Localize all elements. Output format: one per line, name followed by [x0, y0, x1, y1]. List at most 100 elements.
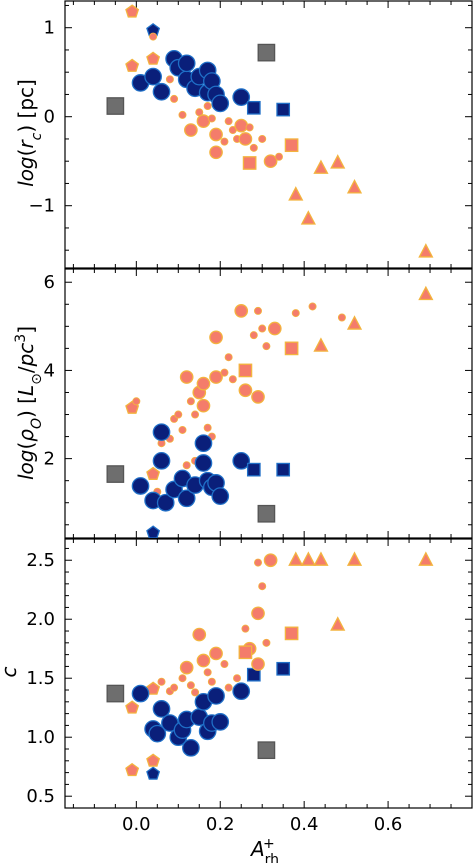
data-point-circle: [220, 660, 229, 669]
data-point-pentagon: [125, 4, 140, 18]
data-point-triangle: [313, 551, 329, 566]
data-point-circle: [258, 582, 267, 591]
data-point-circle: [194, 434, 213, 453]
panel-core-radius: −1 0 1: [28, 0, 473, 269]
data-point-circle: [191, 410, 200, 419]
data-point-circle: [291, 309, 300, 318]
data-point-circle: [194, 454, 213, 472]
data-point-pentagon: [146, 525, 161, 538]
data-point-triangle: [418, 285, 434, 301]
plot-frame: [64, 0, 473, 269]
data-point-square: [242, 156, 257, 170]
y-tick-label: 1.0: [26, 727, 55, 748]
data-point-circle: [209, 370, 223, 384]
y-tick-label: 2: [44, 449, 55, 470]
data-point-circle: [220, 137, 229, 146]
y-tick-label: 1: [44, 18, 55, 39]
data-point-circle: [207, 114, 216, 123]
data-point-pentagon: [146, 766, 161, 780]
data-point-circle: [262, 638, 271, 647]
plot-frame: [64, 268, 473, 539]
x-tick-label: 0.4: [290, 814, 319, 835]
x-axis-label: Arh+: [249, 836, 279, 863]
y-axis-label-concentration: c: [0, 667, 21, 678]
data-point-circle: [220, 368, 229, 377]
data-point-square: [238, 645, 253, 660]
data-point-square: [246, 462, 261, 477]
data-point-circle: [184, 123, 198, 137]
data-point-triangle: [313, 159, 329, 174]
x-tick-label: 0.0: [122, 814, 151, 835]
data-point-circle: [308, 302, 317, 311]
data-point-circle: [224, 353, 233, 362]
data-point-circle: [209, 127, 223, 142]
data-point-triangle: [418, 243, 434, 258]
data-point-square: [238, 363, 253, 378]
data-point-circle: [152, 82, 171, 101]
data-point-pentagon: [146, 466, 161, 480]
y-axis-label-core-radius: log(rc) [pc]: [14, 79, 45, 187]
data-point-circle: [196, 398, 211, 413]
data-point-circle: [149, 32, 158, 41]
data-point-circle: [144, 67, 162, 86]
data-point-circle: [224, 683, 233, 692]
data-point-triangle: [346, 179, 363, 194]
data-point-square: [276, 462, 291, 477]
data-point-circle: [211, 94, 230, 113]
data-point-circle: [209, 145, 223, 160]
x-tick-label: 0.2: [206, 814, 235, 835]
data-point-circle: [241, 624, 250, 633]
data-point-circle: [337, 313, 346, 322]
data-point-circle: [152, 451, 171, 470]
data-point-circle: [152, 700, 171, 718]
y-tick-label: 6: [44, 272, 55, 293]
data-point-circle: [211, 713, 230, 731]
data-point-circle: [234, 118, 249, 133]
data-point-square: [276, 661, 291, 676]
data-point-square: [106, 97, 125, 115]
data-point-circle: [249, 331, 258, 340]
data-point-circle: [233, 674, 242, 683]
data-point-circle: [203, 423, 212, 432]
data-point-circle: [170, 94, 179, 103]
data-point-triangle: [313, 337, 329, 352]
y-tick-label: 1.5: [26, 668, 55, 689]
data-point-circle: [238, 383, 253, 398]
data-point-circle: [238, 132, 253, 146]
data-point-circle: [186, 681, 195, 690]
data-point-triangle: [288, 186, 304, 201]
data-point-pentagon: [125, 700, 140, 714]
data-point-triangle: [346, 315, 363, 330]
data-point-square: [257, 43, 276, 62]
data-point-triangle: [300, 210, 316, 225]
data-point-triangle: [288, 551, 304, 566]
data-point-square: [106, 684, 125, 703]
data-point-pentagon: [146, 51, 161, 65]
x-tick-label: 0.6: [374, 814, 403, 835]
data-point-circle: [232, 88, 251, 106]
data-point-circle: [174, 410, 183, 419]
data-point-square: [276, 102, 291, 117]
data-point-circle: [157, 677, 166, 686]
data-point-circle: [177, 489, 196, 508]
data-point-circle: [156, 493, 175, 512]
data-point-circle: [131, 477, 150, 495]
data-point-circle: [224, 117, 233, 126]
plot-frame: [64, 538, 473, 809]
data-point-square: [284, 626, 299, 641]
data-point-square: [284, 341, 299, 356]
y-axis-label-central-density: log(ρO) [L⊙/pc3]: [13, 326, 45, 480]
data-point-circle: [186, 397, 195, 406]
y-tick-label: 2.5: [26, 550, 55, 571]
data-point-circle: [182, 738, 200, 757]
data-point-triangle: [346, 551, 363, 566]
data-point-circle: [254, 558, 263, 567]
data-point-circle: [232, 451, 251, 470]
data-point-circle: [152, 423, 171, 442]
data-point-circle: [203, 102, 212, 111]
data-point-pentagon: [125, 762, 140, 777]
data-point-circle: [263, 553, 278, 568]
data-point-pentagon: [146, 681, 161, 695]
data-point-triangle: [300, 551, 316, 566]
data-point-circle: [179, 660, 194, 675]
